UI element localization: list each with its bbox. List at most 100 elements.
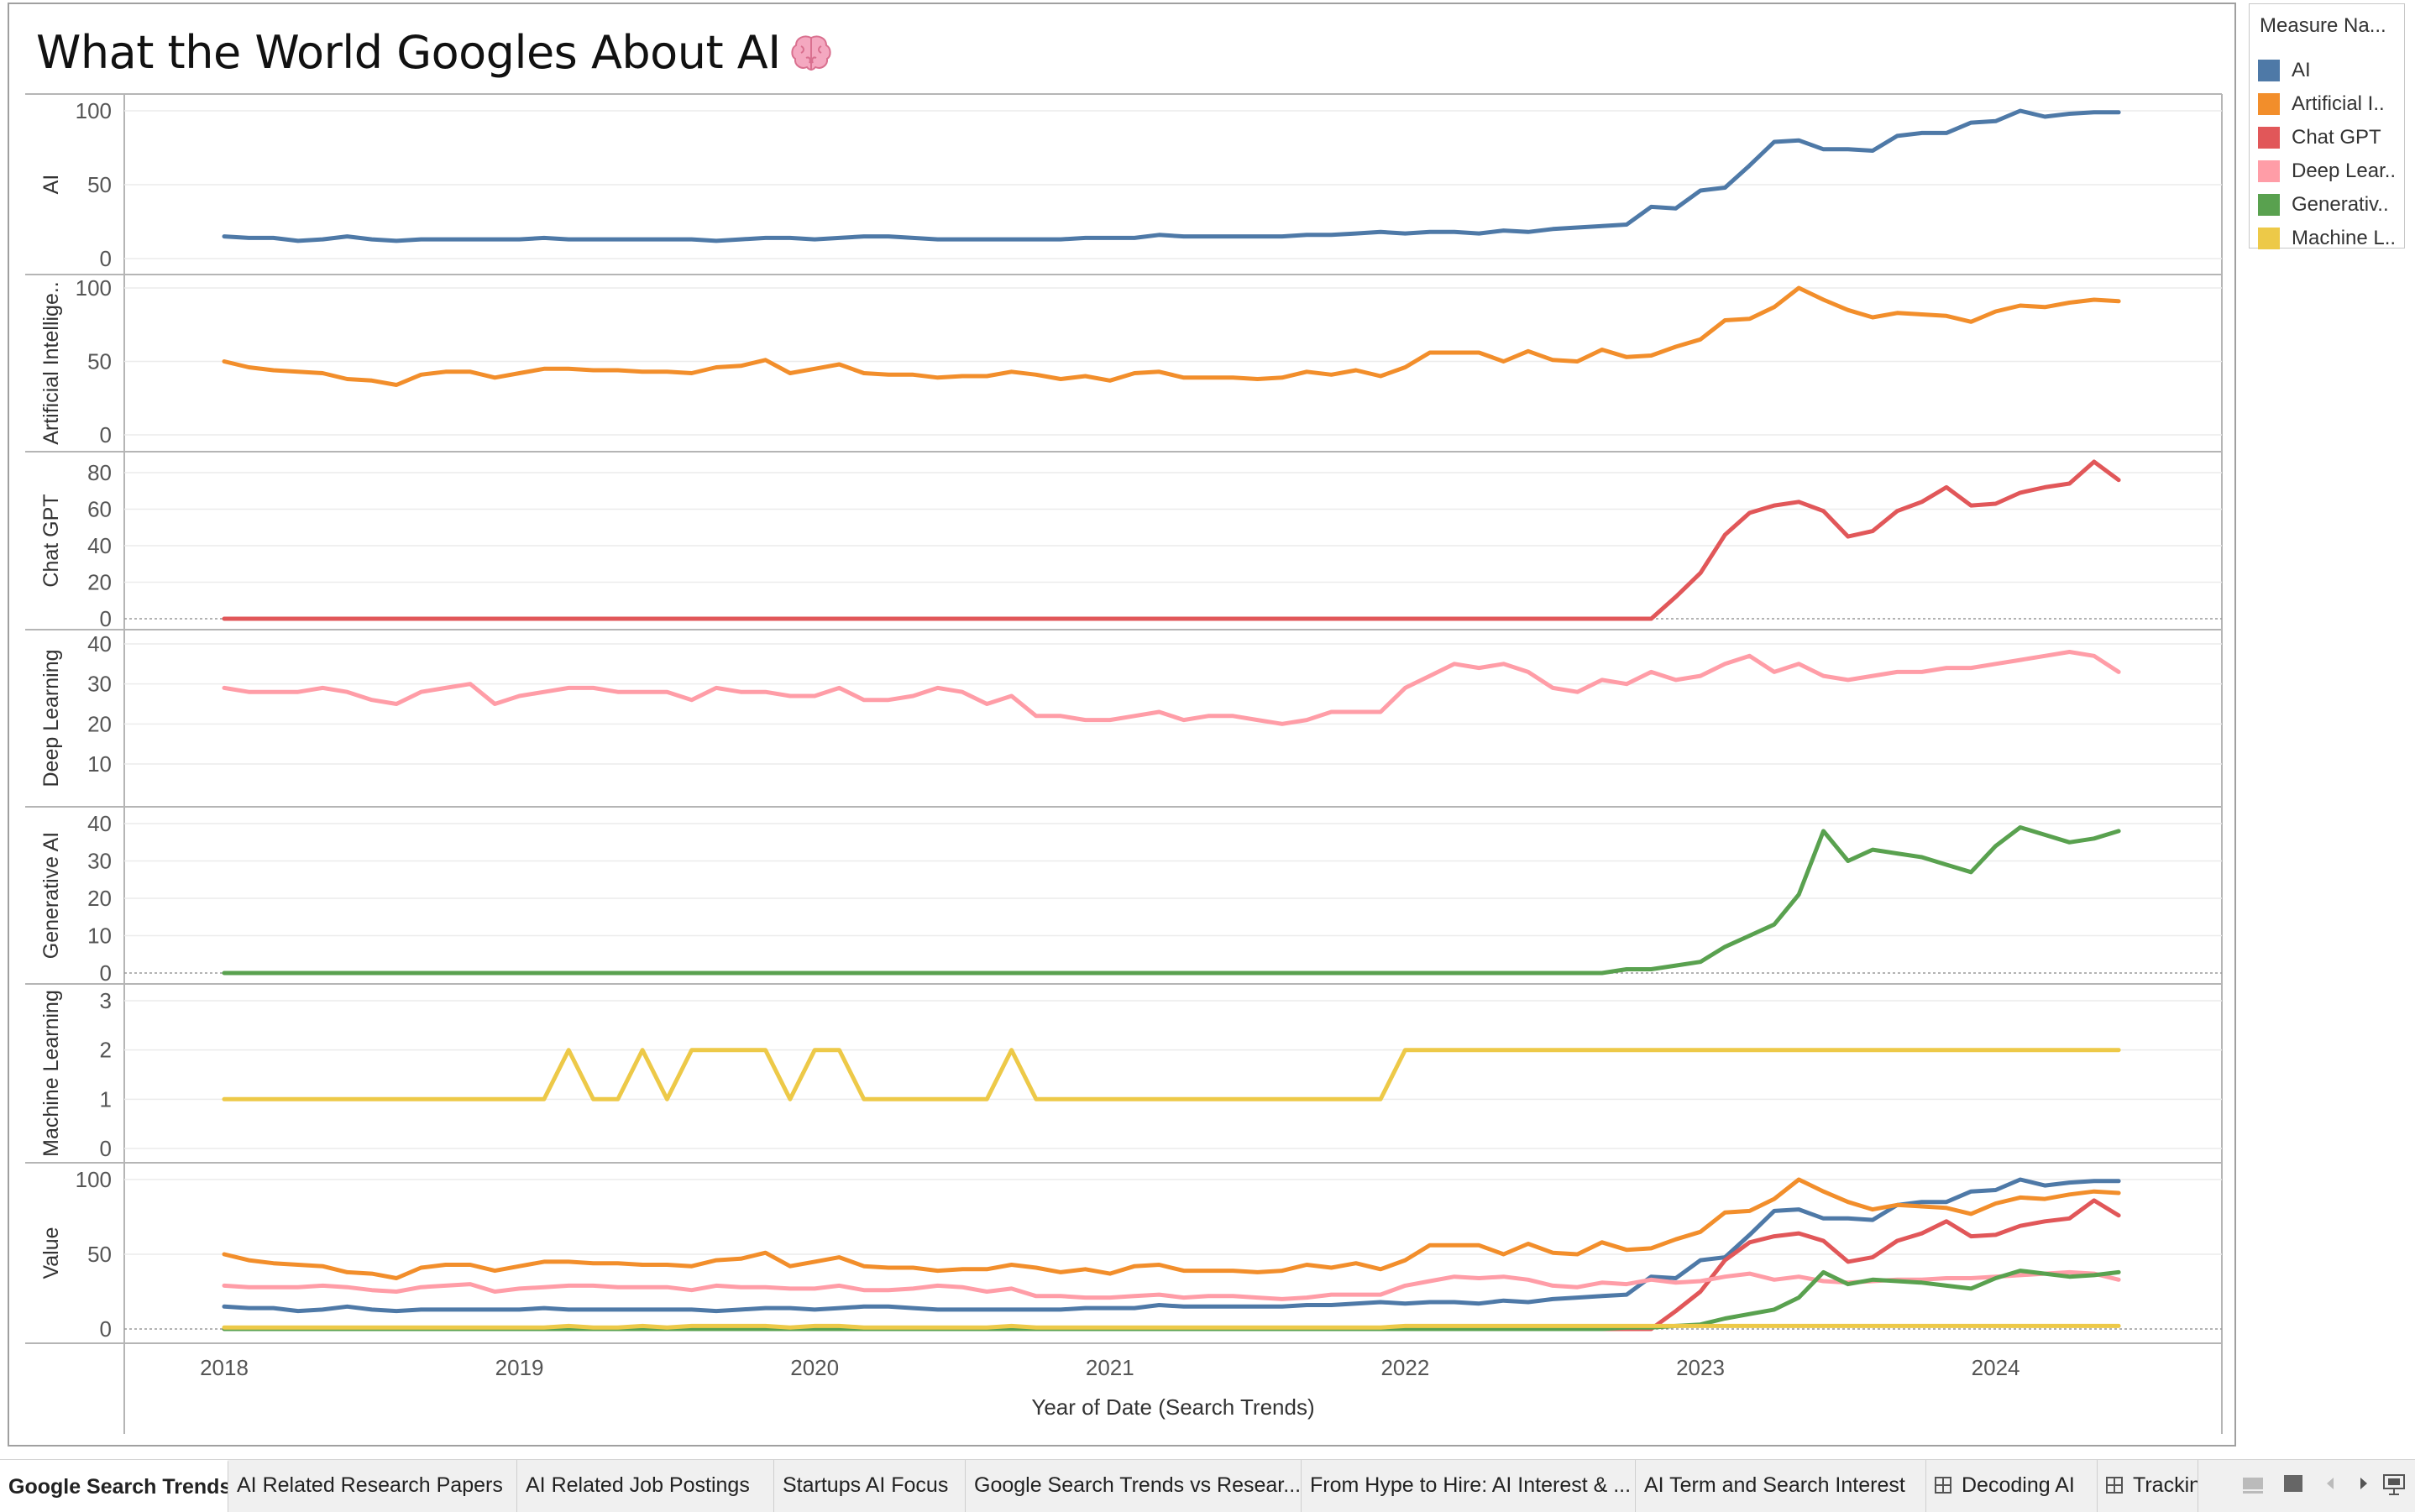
- sheet-tab[interactable]: From Hype to Hire: AI Interest & ...: [1302, 1460, 1636, 1512]
- y-tick-label: 0: [100, 606, 112, 631]
- y-tick-label: 100: [76, 1167, 112, 1192]
- legend-item[interactable]: Artificial I..: [2258, 92, 2402, 117]
- y-tick-label: 10: [87, 751, 112, 777]
- legend-item[interactable]: Generativ..: [2258, 192, 2402, 217]
- series-line: [222, 459, 2121, 621]
- x-tick-label: 2019: [495, 1355, 544, 1380]
- color-legend[interactable]: Measure Na... AI Artificial I.. Chat GPT De…: [2249, 3, 2405, 249]
- y-axis-label: Deep Learning: [39, 649, 63, 787]
- series-line: [222, 1177, 2121, 1280]
- y-tick-label: 0: [100, 1136, 112, 1161]
- y-axis-label: Artificial Intellige..: [39, 281, 63, 445]
- sheet-tab-label: Google Search Trends vs Resear...: [974, 1473, 1302, 1497]
- series-line: [222, 108, 2121, 243]
- prev-arrow-icon[interactable]: [2318, 1471, 2343, 1496]
- legend-swatch: [2258, 127, 2280, 149]
- y-tick-label: 10: [87, 923, 112, 949]
- series-line: [222, 1048, 2121, 1101]
- series-line: [222, 1269, 2121, 1332]
- y-tick-label: 50: [87, 349, 112, 374]
- x-tick-label: 2023: [1676, 1355, 1725, 1380]
- legend-swatch: [2258, 194, 2280, 216]
- y-tick-label: 0: [100, 246, 112, 271]
- y-tick-label: 20: [87, 711, 112, 736]
- y-tick-label: 30: [87, 849, 112, 874]
- x-tick-label: 2018: [200, 1355, 249, 1380]
- y-tick-label: 40: [87, 811, 112, 836]
- dashboard-grid-icon: [1935, 1477, 1951, 1494]
- y-tick-label: 100: [76, 98, 112, 123]
- series-line: [222, 825, 2121, 976]
- sheet-tab[interactable]: Startups AI Focus: [774, 1460, 966, 1512]
- legend-swatch: [2258, 93, 2280, 115]
- series-line: [222, 1269, 2121, 1301]
- sheet-tab[interactable]: Google Search Trends vs Resear...: [966, 1460, 1302, 1512]
- y-tick-label: 40: [87, 631, 112, 657]
- sheet-tab[interactable]: Google Search Trends: [0, 1460, 228, 1512]
- sheet-tab[interactable]: AI Related Research Papers: [228, 1460, 517, 1512]
- y-tick-label: 0: [100, 422, 112, 447]
- legend-swatch: [2258, 160, 2280, 182]
- presentation-icon[interactable]: [2381, 1471, 2407, 1496]
- y-tick-label: 20: [87, 570, 112, 595]
- series-line: [222, 285, 2121, 387]
- brain-icon: [791, 35, 831, 71]
- y-axis-label: Value: [39, 1227, 63, 1279]
- x-axis-label: Year of Date (Search Trends): [1031, 1394, 1314, 1420]
- dashboard-title: What the World Googles About AI: [36, 26, 833, 79]
- sheet-tab[interactable]: AI Related Job Postings: [517, 1460, 774, 1512]
- legend-swatch: [2258, 228, 2280, 249]
- y-axis-label: Generative AI: [39, 832, 63, 959]
- sheet-tab-bar: Google Search Trends AI Related Research …: [0, 1459, 2415, 1512]
- sheet-tab-label: Trackin: [2133, 1473, 2198, 1497]
- y-axis-label: AI: [39, 175, 63, 195]
- legend-label: Machine L..: [2292, 227, 2397, 249]
- x-tick-label: 2024: [1972, 1355, 2020, 1380]
- x-tick-label: 2020: [790, 1355, 839, 1380]
- title-text: What the World Googles About AI: [36, 26, 781, 79]
- legend-label: Chat GPT: [2292, 126, 2381, 149]
- next-arrow-icon[interactable]: [2351, 1471, 2376, 1496]
- sheet-tab-label: AI Term and Search Interest: [1644, 1473, 1905, 1497]
- legend-swatch: [2258, 60, 2280, 81]
- legend-label: Generativ..: [2292, 193, 2389, 216]
- y-tick-label: 100: [76, 275, 112, 301]
- x-tick-label: 2022: [1380, 1355, 1429, 1380]
- y-axis-label: Chat GPT: [39, 494, 63, 587]
- legend-label: AI: [2292, 59, 2311, 81]
- legend-label: Deep Lear..: [2292, 160, 2397, 182]
- y-tick-label: 1: [100, 1086, 112, 1112]
- sheet-tab-label: Google Search Trends: [8, 1475, 228, 1499]
- sheet-tab[interactable]: AI Term and Search Interest: [1636, 1460, 1926, 1512]
- sheet-tab-label: Decoding AI: [1962, 1473, 2075, 1497]
- legend-label: Artificial I..: [2292, 92, 2385, 115]
- sheet-tab[interactable]: Decoding AI: [1926, 1460, 2098, 1512]
- single-sheet-icon[interactable]: [2281, 1471, 2306, 1496]
- filmstrip-icon[interactable]: [2240, 1471, 2266, 1496]
- legend-item[interactable]: AI: [2258, 58, 2402, 83]
- legend-item[interactable]: Deep Lear..: [2258, 159, 2402, 184]
- series-line: [222, 1323, 2121, 1330]
- y-tick-label: 50: [87, 1242, 112, 1267]
- legend-title: Measure Na...: [2260, 14, 2386, 37]
- y-tick-label: 30: [87, 672, 112, 697]
- series-line: [222, 650, 2121, 726]
- x-tick-label: 2021: [1086, 1355, 1134, 1380]
- y-tick-label: 50: [87, 172, 112, 197]
- y-tick-label: 80: [87, 460, 112, 485]
- y-axis-label: Machine Learning: [39, 990, 63, 1157]
- y-tick-label: 0: [100, 960, 112, 986]
- y-tick-label: 3: [100, 988, 112, 1013]
- series-line: [222, 1177, 2121, 1314]
- y-tick-label: 2: [100, 1038, 112, 1063]
- y-tick-label: 0: [100, 1316, 112, 1342]
- legend-item[interactable]: Chat GPT: [2258, 125, 2402, 150]
- y-tick-label: 40: [87, 533, 112, 558]
- sheet-tab-label: AI Related Job Postings: [526, 1473, 750, 1497]
- dashboard-grid-icon: [2106, 1477, 2123, 1494]
- legend-item[interactable]: Machine L..: [2258, 226, 2402, 251]
- y-tick-label: 60: [87, 497, 112, 522]
- sheet-tab-label: AI Related Research Papers: [237, 1473, 503, 1497]
- sheet-tab[interactable]: Trackin: [2098, 1460, 2198, 1512]
